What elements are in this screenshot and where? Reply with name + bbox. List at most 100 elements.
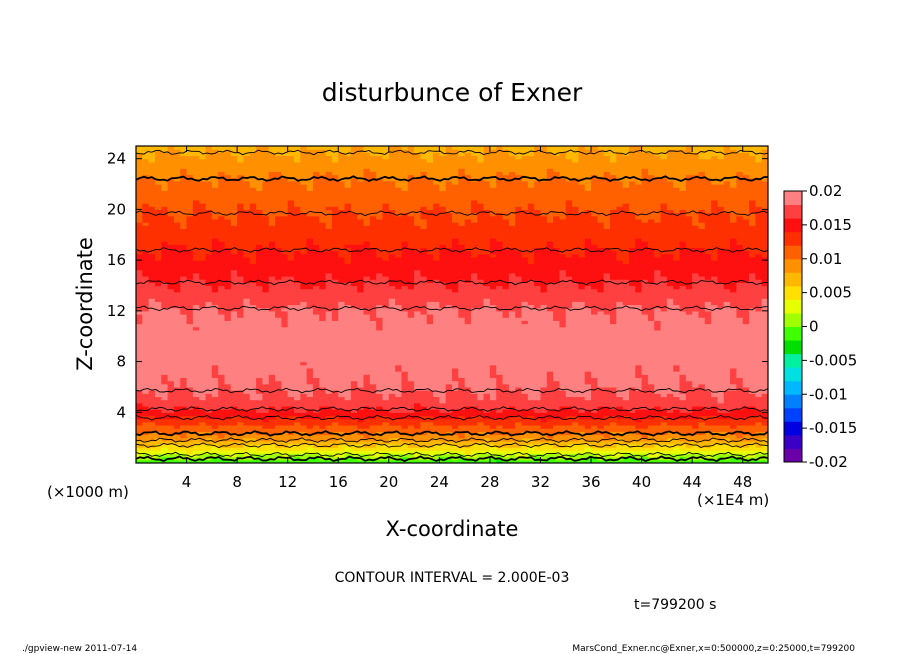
field-cell (275, 437, 282, 442)
field-cell (262, 355, 270, 359)
field-cell (344, 215, 352, 220)
field-cell (287, 424, 295, 429)
field-cell (306, 377, 314, 382)
field-cell (237, 190, 245, 195)
field-cell (256, 241, 263, 245)
field-cell (338, 225, 346, 230)
field-cell (300, 193, 308, 198)
field-cell (205, 374, 213, 379)
field-cell (211, 266, 219, 271)
field-cell (395, 434, 403, 439)
field-cell (211, 158, 219, 163)
field-cell (388, 424, 396, 429)
field-cell (154, 418, 162, 423)
field-cell (173, 352, 181, 356)
field-cell (369, 377, 377, 382)
field-cell (237, 171, 245, 176)
field-cell (148, 272, 156, 277)
field-cell (319, 386, 327, 391)
field-cell (433, 345, 440, 350)
field-cell (224, 386, 232, 391)
field-cell (136, 171, 143, 176)
field-cell (136, 371, 143, 375)
field-cell (382, 418, 390, 423)
field-cell (211, 291, 219, 296)
field-cell (249, 199, 257, 204)
field-cell (167, 180, 175, 185)
field-cell (350, 453, 358, 458)
field-cell (281, 339, 289, 344)
field-cell (275, 412, 282, 417)
field-cell (287, 288, 295, 293)
field-cell (218, 424, 226, 429)
field-cell (287, 291, 295, 296)
field-cell (300, 345, 308, 350)
field-cell (180, 282, 188, 287)
field-cell (433, 361, 440, 366)
field-cell (300, 314, 308, 318)
field-cell (205, 383, 213, 388)
field-cell (275, 180, 282, 185)
field-cell (281, 342, 289, 347)
field-cell (420, 272, 428, 277)
field-cell (275, 171, 282, 176)
field-cell (338, 269, 346, 274)
field-cell (300, 285, 308, 290)
field-cell (344, 158, 352, 163)
field-cell (433, 440, 440, 445)
field-cell (376, 453, 384, 458)
field-cell (294, 168, 301, 172)
field-cell (376, 333, 384, 337)
field-cell (249, 358, 257, 363)
field-cell (388, 291, 396, 296)
field-cell (306, 415, 314, 420)
field-cell (338, 364, 346, 369)
field-cell (268, 453, 276, 458)
field-cell (154, 266, 162, 271)
field-cell (369, 234, 377, 239)
field-cell (249, 152, 257, 157)
field-cell (237, 158, 245, 163)
field-cell (230, 371, 238, 375)
field-cell (357, 174, 365, 179)
field-cell (344, 393, 352, 398)
field-cell (167, 244, 175, 249)
field-cell (357, 412, 365, 417)
field-cell (167, 199, 175, 204)
field-cell (312, 459, 320, 463)
field-cell (376, 184, 384, 188)
field-cell (433, 377, 440, 382)
field-cell (420, 390, 428, 394)
field-cell (161, 336, 169, 340)
field-cell (294, 361, 301, 366)
field-cell (186, 402, 194, 407)
field-cell (281, 447, 289, 451)
field-cell (331, 225, 339, 230)
field-cell (426, 377, 434, 382)
field-cell (237, 165, 245, 169)
field-cell (154, 244, 162, 249)
field-cell (230, 196, 238, 201)
field-cell (369, 231, 377, 236)
field-cell (420, 253, 428, 258)
field-cell (205, 146, 213, 150)
field-cell (312, 237, 320, 242)
field-cell (211, 149, 219, 153)
field-cell (287, 352, 295, 356)
field-cell (433, 225, 440, 230)
field-cell (256, 336, 263, 340)
field-cell (350, 447, 358, 451)
field-cell (148, 206, 156, 210)
field-cell (357, 288, 365, 293)
field-cell (224, 168, 232, 172)
field-cell (275, 206, 282, 210)
field-cell (268, 244, 276, 249)
field-cell (414, 320, 421, 325)
field-cell (300, 383, 308, 388)
field-cell (256, 266, 263, 271)
field-cell (395, 317, 403, 321)
field-cell (294, 218, 301, 223)
field-cell (192, 367, 200, 372)
field-cell (186, 396, 194, 401)
field-cell (300, 450, 308, 455)
